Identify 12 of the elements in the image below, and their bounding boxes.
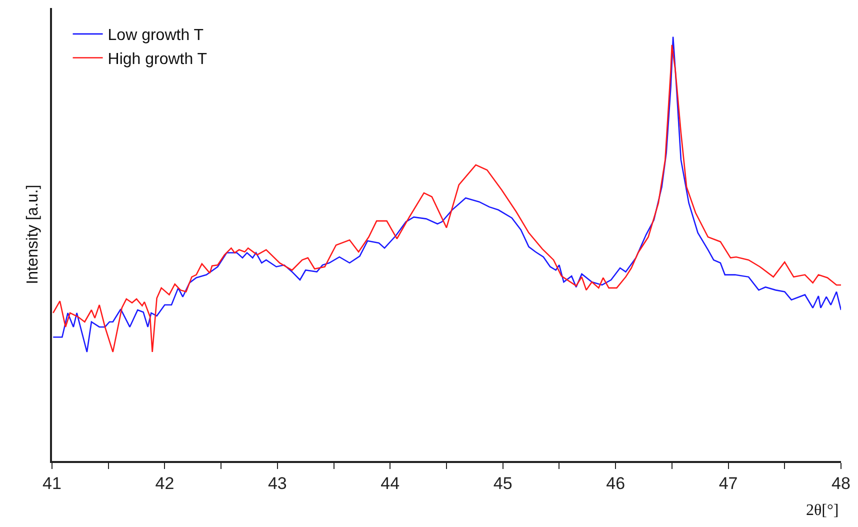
legend-label: Low growth T xyxy=(108,27,204,44)
x-axis-title: 2θ[°] xyxy=(806,502,839,519)
x-tick-label: 42 xyxy=(155,474,174,494)
x-tick-label: 44 xyxy=(380,474,400,494)
x-tick-label: 46 xyxy=(606,474,626,494)
y-axis-title: Intensity [a.u.] xyxy=(24,184,42,284)
x-tick-label: 45 xyxy=(493,474,512,494)
x-tick-label: 48 xyxy=(832,474,850,494)
x-tick-label: 41 xyxy=(42,474,62,494)
legend-label: High growth T xyxy=(108,51,208,68)
x-tick-label: 47 xyxy=(718,474,738,494)
x-tick-label: 43 xyxy=(268,474,287,494)
